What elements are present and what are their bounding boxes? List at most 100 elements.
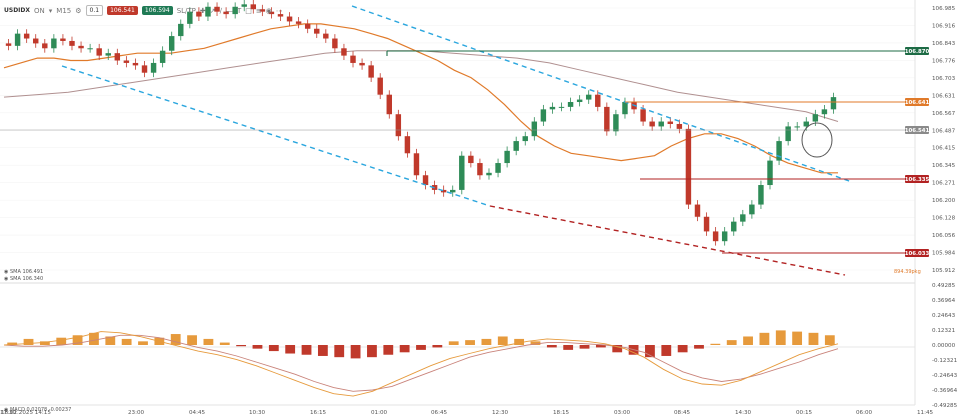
hline-tool-icon[interactable]: — [226, 6, 233, 15]
macd-bar [530, 341, 541, 345]
text-tool-icon[interactable]: T [237, 6, 242, 15]
macd-bar [579, 345, 590, 349]
candle-body [286, 16, 293, 22]
buy-button[interactable]: 106.594 [141, 6, 173, 15]
candle-body [749, 204, 755, 215]
candle-body [232, 6, 238, 15]
candle-body [304, 23, 311, 29]
candle-body [96, 48, 102, 56]
time-tick-label: 08:45 [674, 410, 691, 416]
crosshair-icon[interactable]: ✚ [199, 6, 206, 15]
macd-histogram [7, 330, 835, 359]
macd-bar [334, 345, 345, 358]
candle-body [812, 114, 819, 122]
price-tags[interactable]: 106.870 106.641 106.541 106.335 106.033 [905, 47, 930, 257]
chevron-down-icon[interactable]: ▾ [48, 6, 53, 15]
candle-body [23, 33, 30, 39]
candle-body [667, 121, 674, 124]
price-tick-label: 106.567 [932, 111, 956, 117]
price-tag-label: 106.870 [905, 49, 930, 55]
candle-body [794, 126, 800, 128]
candle-body [549, 106, 556, 110]
time-tick-label: 10:30 [249, 410, 266, 416]
candle-body [721, 231, 728, 242]
macd-bar [710, 343, 721, 345]
price-tick-label: 106.985 [932, 6, 956, 12]
tag-label: ON [34, 6, 45, 15]
candle-body [740, 214, 746, 222]
macd-bar [465, 340, 475, 345]
price-tick-label: 106.631 [932, 93, 956, 99]
candle-body [567, 102, 574, 107]
candle-body [676, 123, 683, 129]
candle-body [69, 40, 75, 46]
candle-body [395, 114, 402, 137]
price-tick-label: 106.271 [932, 181, 956, 187]
candle-body [123, 60, 130, 63]
symbol-label[interactable]: USDIDX [4, 7, 31, 14]
candle-body [658, 121, 664, 127]
candle-body [576, 99, 583, 103]
macd-bar [546, 345, 557, 348]
time-tick-label: 18:15 [553, 410, 570, 416]
candle-body [595, 94, 601, 107]
candle-body [341, 48, 347, 56]
pips-label: 894.39pkg [894, 269, 921, 275]
candle-body [105, 53, 111, 56]
macd-bar [563, 345, 574, 350]
macd-bar [138, 341, 148, 345]
macd-bar [726, 340, 737, 345]
macd-bar [367, 345, 377, 358]
trend-drawings[interactable] [0, 5, 905, 276]
candle-body [368, 65, 374, 78]
macd-tick-label: -0.49285 [932, 403, 957, 409]
fib-icon[interactable]: ≡ [255, 6, 262, 15]
time-tick-label: 00:15 [796, 410, 813, 416]
price-axis-labels: 106.985 106.916 106.843 106.776 106.703 106.6… [932, 6, 956, 274]
macd-bar [824, 335, 835, 345]
macd-bar [203, 338, 214, 345]
sma-fast-line [3, 23, 838, 174]
more-icon[interactable]: ⋯ [275, 6, 283, 15]
price-tick-label: 106.345 [932, 163, 956, 169]
sltp-button[interactable]: SL/TP [176, 6, 196, 15]
camera-icon[interactable]: ◉ [265, 6, 272, 15]
lot-input[interactable]: 0.1 [85, 5, 104, 16]
candle-body [150, 62, 157, 73]
sma1-legend[interactable]: ◉ SMA 106.491 [4, 269, 44, 275]
price-tag-label: 106.641 [905, 100, 930, 106]
cursor-icon[interactable]: ↗ [209, 6, 216, 15]
highlight-circle [801, 122, 833, 158]
candle-body [459, 155, 465, 190]
time-tick-label: 03:00 [614, 410, 631, 416]
candle-body [241, 4, 247, 7]
macd-bar [743, 336, 753, 345]
sma-slow-line [3, 50, 839, 122]
red-support-trendline [489, 205, 846, 276]
shapes-icon[interactable]: □ [245, 6, 252, 15]
line-tool-icon[interactable]: ∕ [219, 6, 222, 15]
sma2-legend[interactable]: ◉ SMA 106.340 [4, 276, 44, 282]
macd-legend[interactable]: ◉ MACD 0.02078 -0.00237 [4, 407, 72, 413]
candle-body [731, 221, 737, 232]
price-tag [905, 98, 929, 106]
price-tick-label: 106.487 [932, 128, 956, 134]
candle-body [540, 109, 547, 122]
candle-body [504, 150, 510, 164]
macd-bar [612, 345, 623, 353]
sell-button[interactable]: 106.541 [107, 6, 138, 15]
price-tick-label: 106.776 [932, 58, 956, 64]
candle-body [803, 121, 809, 127]
macd-bar [595, 345, 606, 348]
candle-body [205, 6, 211, 17]
settings-icon[interactable]: ⚙ [75, 6, 82, 15]
candle-body [422, 175, 429, 186]
macd-bar [677, 345, 688, 353]
time-tick-label: 01:00 [371, 410, 388, 416]
price-tick-label: 105.984 [932, 251, 956, 257]
timeframe-label[interactable]: M15 [56, 6, 72, 15]
candle-body [585, 94, 592, 100]
macd-bar [350, 345, 361, 359]
candle-body [622, 102, 628, 115]
